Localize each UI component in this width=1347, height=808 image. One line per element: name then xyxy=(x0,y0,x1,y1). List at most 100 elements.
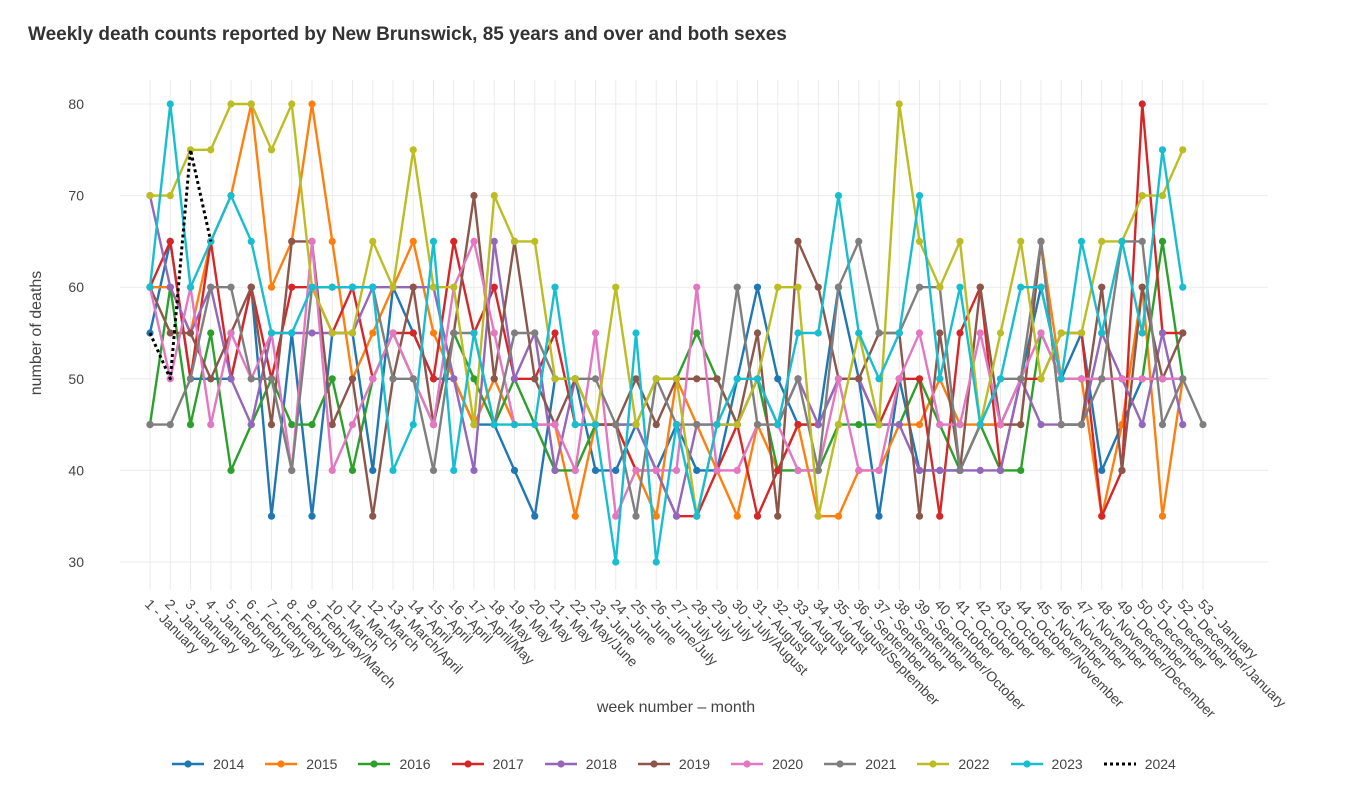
legend-item-2020[interactable]: 2020 xyxy=(730,756,803,772)
legend-item-2024[interactable]: 2024 xyxy=(1103,756,1176,772)
data-point-2022 xyxy=(915,237,924,245)
data-point-2019 xyxy=(652,421,660,429)
data-point-2015 xyxy=(652,512,660,520)
data-point-2023 xyxy=(1158,146,1167,154)
data-point-2023 xyxy=(409,421,417,429)
data-point-2023 xyxy=(1138,329,1146,337)
series-line-2022 xyxy=(150,102,1184,518)
series-line-2023 xyxy=(148,102,1184,564)
data-point-2023 xyxy=(510,421,519,429)
legend-item-2014[interactable]: 2014 xyxy=(171,756,244,772)
legend-swatch xyxy=(1010,760,1043,768)
data-point-2020 xyxy=(470,237,478,245)
data-point-2022 xyxy=(348,329,357,337)
data-point-2015 xyxy=(267,283,276,291)
data-point-2020 xyxy=(389,329,397,337)
data-point-2020 xyxy=(490,329,498,337)
data-point-2018 xyxy=(510,375,519,383)
data-point-2021 xyxy=(247,375,255,383)
data-point-2022 xyxy=(956,237,964,245)
data-point-2022 xyxy=(936,283,944,291)
data-point-2014 xyxy=(753,283,762,291)
legend-item-2018[interactable]: 2018 xyxy=(544,756,617,772)
data-point-2020 xyxy=(369,375,377,383)
data-point-2023 xyxy=(1179,283,1187,291)
data-point-2015 xyxy=(369,329,377,337)
legend-swatch xyxy=(917,760,950,768)
data-point-2017 xyxy=(936,512,944,520)
data-point-2022 xyxy=(672,375,681,383)
legend-item-2023[interactable]: 2023 xyxy=(1010,756,1083,772)
legend-label: 2023 xyxy=(1051,756,1083,772)
data-point-2016 xyxy=(227,466,235,474)
data-point-2022 xyxy=(531,237,539,245)
legend-label: 2014 xyxy=(213,756,245,772)
data-point-2019 xyxy=(207,375,215,383)
data-point-2017 xyxy=(288,283,296,291)
legend-item-2022[interactable]: 2022 xyxy=(916,756,990,772)
legend-label: 2016 xyxy=(399,756,431,772)
y-tick-label: 30 xyxy=(68,554,84,570)
data-point-2020 xyxy=(1138,375,1146,383)
data-point-2017 xyxy=(166,237,174,245)
data-point-2023 xyxy=(652,558,660,566)
legend-label: 2019 xyxy=(678,756,711,772)
data-point-2017 xyxy=(1138,100,1146,108)
data-point-2021 xyxy=(693,421,701,429)
data-point-2014 xyxy=(369,466,377,474)
data-point-2015 xyxy=(1158,512,1167,520)
data-point-2022 xyxy=(632,421,640,429)
data-point-2023 xyxy=(267,329,276,337)
data-point-2022 xyxy=(875,421,883,429)
data-point-2021 xyxy=(227,283,235,291)
data-point-2020 xyxy=(956,421,964,429)
data-point-2021 xyxy=(1199,421,1207,429)
data-point-2021 xyxy=(875,329,883,337)
data-point-2019 xyxy=(288,237,296,245)
data-point-2022 xyxy=(1037,375,1045,383)
data-point-2018 xyxy=(166,283,174,291)
data-point-2016 xyxy=(348,466,357,474)
data-point-2022 xyxy=(834,421,843,429)
legend-item-2017[interactable]: 2017 xyxy=(451,756,524,772)
series-2024 xyxy=(148,148,213,381)
data-point-2021 xyxy=(591,375,600,383)
data-point-2021 xyxy=(510,329,519,337)
data-point-2020 xyxy=(652,466,660,474)
data-point-2018 xyxy=(1179,421,1187,429)
data-point-2023 xyxy=(713,421,721,429)
data-point-2022 xyxy=(733,421,741,429)
data-point-2021 xyxy=(288,466,296,474)
data-point-2023 xyxy=(895,329,903,337)
chart-title: Weekly death counts reported by New Brun… xyxy=(28,24,787,45)
data-point-2016 xyxy=(186,421,195,429)
data-point-2015 xyxy=(834,512,843,520)
data-point-2019 xyxy=(794,237,802,245)
data-point-2023 xyxy=(551,283,559,291)
data-point-2019 xyxy=(166,329,174,337)
legend-item-2021[interactable]: 2021 xyxy=(823,756,896,772)
data-point-2017 xyxy=(956,329,964,337)
legend-item-2016[interactable]: 2016 xyxy=(357,756,431,772)
series-line-2024 xyxy=(148,148,213,381)
data-point-2016 xyxy=(470,375,478,383)
legend-item-2015[interactable]: 2015 xyxy=(264,756,337,772)
data-point-2019 xyxy=(348,375,357,383)
data-point-2021 xyxy=(186,375,195,383)
data-point-2019 xyxy=(915,512,924,520)
legend-swatch xyxy=(637,760,670,768)
series-lines xyxy=(146,100,1207,566)
data-point-2020 xyxy=(915,329,924,337)
data-point-2018 xyxy=(1138,421,1146,429)
data-point-2022 xyxy=(510,237,519,245)
data-point-2016 xyxy=(207,329,215,337)
data-point-2022 xyxy=(551,375,559,383)
data-point-2015 xyxy=(409,237,417,245)
data-point-2022 xyxy=(1077,329,1086,337)
legend-swatch xyxy=(265,760,298,768)
data-point-2021 xyxy=(531,329,539,337)
legend-item-2019[interactable]: 2019 xyxy=(637,756,710,772)
data-point-2021 xyxy=(429,466,438,474)
data-point-2021 xyxy=(267,375,276,383)
